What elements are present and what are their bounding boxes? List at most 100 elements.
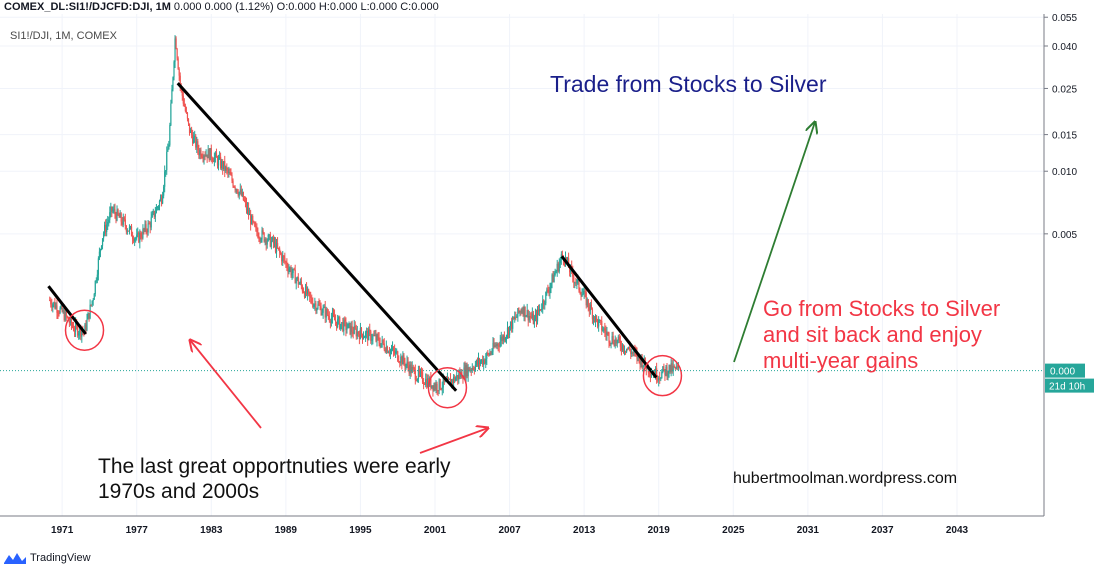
candle-body	[390, 349, 393, 351]
candle-body	[609, 342, 611, 344]
candle-body	[443, 378, 445, 382]
candle-body	[117, 209, 119, 215]
chart-grid	[0, 14, 1044, 516]
candle-body	[487, 353, 489, 355]
candle-body	[278, 247, 280, 249]
candle-body	[61, 305, 63, 312]
candle-body	[581, 294, 583, 297]
candle-body	[543, 300, 545, 305]
candle-body	[259, 237, 261, 241]
candle-body	[209, 148, 211, 161]
candle-body	[430, 377, 432, 388]
candle-body	[324, 306, 326, 318]
candle-body	[359, 327, 362, 339]
candle-body	[539, 309, 541, 312]
candle-body	[527, 310, 529, 321]
candle-body	[307, 289, 309, 295]
candle-body	[344, 319, 346, 322]
candle-body	[256, 226, 258, 233]
tradingview-logo-icon	[4, 552, 26, 564]
candle-body	[228, 172, 230, 174]
candle-body	[452, 379, 454, 384]
candle-body	[230, 174, 232, 176]
candle-body	[95, 280, 97, 282]
candle-body	[297, 277, 299, 285]
x-tick-label: 2025	[722, 525, 745, 536]
candle-body	[603, 328, 605, 331]
candle-body	[305, 286, 308, 295]
candle-body	[411, 367, 413, 373]
candle-body	[369, 329, 371, 332]
candle-body	[77, 326, 79, 336]
candle-body	[416, 378, 418, 381]
candle-body	[240, 189, 242, 196]
candle-body	[631, 352, 633, 354]
candle-body	[201, 156, 203, 158]
candle-body	[454, 376, 456, 382]
candle-body	[617, 336, 619, 340]
candle-body	[395, 351, 397, 354]
x-tick-label: 2043	[946, 525, 969, 536]
candle-body	[316, 308, 318, 311]
candle-body	[330, 318, 333, 323]
candle-body	[576, 279, 578, 284]
candle-body	[223, 161, 225, 169]
candle-body	[70, 317, 73, 325]
candle-body	[321, 312, 323, 315]
candle-body	[101, 238, 104, 246]
candle-body	[483, 359, 485, 365]
candle-body	[514, 316, 516, 319]
candle-body	[661, 371, 663, 379]
candle-body	[115, 214, 117, 221]
candle-body	[325, 309, 327, 318]
candle-body	[503, 335, 505, 341]
countdown-badge	[1045, 378, 1094, 393]
candle-body	[426, 378, 428, 387]
candle-body	[628, 347, 630, 349]
candle-body	[530, 316, 532, 318]
symbol-label[interactable]: COMEX_DL:SI1!/DJCFD:DJI, 1M	[4, 1, 171, 13]
candle-body	[246, 207, 249, 211]
candle-body	[500, 336, 502, 342]
candle-body	[322, 307, 324, 313]
candle-body	[614, 339, 616, 347]
candle-body	[455, 378, 457, 382]
candle-body	[197, 141, 199, 150]
candle-body	[226, 166, 228, 170]
candle-body	[258, 237, 260, 239]
candle-body	[557, 263, 559, 272]
candle-body	[510, 321, 512, 327]
candle-body	[290, 268, 292, 276]
candle-body	[304, 286, 307, 297]
candle-body	[264, 238, 266, 242]
candle-body	[403, 355, 405, 363]
candle-body	[640, 357, 642, 365]
ohlc-readout: O:0.000 H:0.000 L:0.000 C:0.000	[276, 1, 439, 13]
candle-body	[519, 311, 521, 313]
candle-body	[636, 351, 638, 359]
candle-body	[384, 349, 386, 353]
highlight-circle	[642, 354, 683, 397]
candle-body	[354, 325, 356, 329]
candle-body	[474, 364, 476, 371]
candle-body	[254, 222, 256, 227]
candle-body	[261, 230, 263, 240]
candle-body	[606, 332, 608, 335]
candle-body	[619, 340, 621, 347]
candle-body	[241, 192, 243, 196]
candle-body	[481, 359, 483, 362]
candle-body	[668, 364, 670, 373]
candle-body	[608, 332, 610, 343]
candle-body	[303, 292, 306, 297]
candle-body	[327, 314, 329, 317]
candle-body	[435, 383, 437, 389]
tradingview-brand[interactable]: TradingView	[30, 552, 91, 564]
x-tick-label: 2001	[424, 525, 447, 536]
candle-body	[99, 249, 102, 252]
candle-body	[463, 367, 465, 379]
candle-body	[541, 308, 543, 310]
candle-body	[116, 209, 118, 221]
candle-body	[211, 158, 213, 161]
candle-body	[162, 195, 164, 204]
